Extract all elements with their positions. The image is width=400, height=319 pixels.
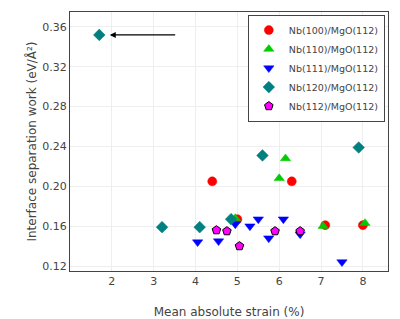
svg-text:7: 7 [318, 275, 325, 288]
svg-text:3: 3 [150, 275, 157, 288]
svg-text:Nb(120)/MgO(112): Nb(120)/MgO(112) [289, 82, 378, 93]
svg-text:4: 4 [192, 275, 199, 288]
svg-text:0.24: 0.24 [42, 140, 67, 153]
svg-text:Nb(111)/MgO(112): Nb(111)/MgO(112) [289, 63, 378, 74]
svg-text:0.16: 0.16 [42, 220, 67, 233]
svg-text:0.32: 0.32 [42, 61, 67, 74]
svg-text:2: 2 [108, 275, 115, 288]
svg-text:0.36: 0.36 [42, 21, 67, 34]
svg-text:Nb(100)/MgO(112): Nb(100)/MgO(112) [289, 25, 378, 36]
svg-text:Nb(112)/MgO(112): Nb(112)/MgO(112) [289, 101, 378, 112]
svg-text:Mean absolute strain (%): Mean absolute strain (%) [154, 305, 305, 319]
svg-text:6: 6 [276, 275, 283, 288]
svg-text:8: 8 [359, 275, 366, 288]
svg-text:Nb(110)/MgO(112): Nb(110)/MgO(112) [289, 44, 378, 55]
svg-text:Interface separation work (eV/: Interface separation work (eV/Å²) [24, 41, 39, 241]
svg-text:0.28: 0.28 [42, 100, 67, 113]
svg-text:0.12: 0.12 [42, 260, 67, 273]
svg-text:0.20: 0.20 [42, 180, 67, 193]
svg-text:5: 5 [234, 275, 241, 288]
